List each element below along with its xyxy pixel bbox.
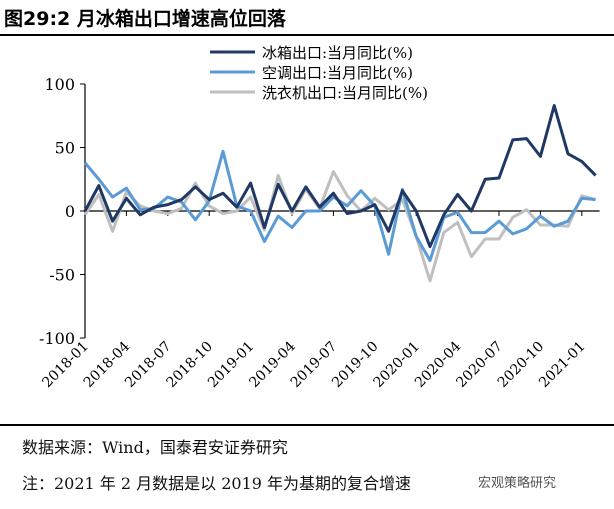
y-tick-label: 0 [65, 202, 75, 221]
line-chart: 100500-50-1002018-012018-042018-072018-1… [39, 44, 600, 391]
legend-label: 空调出口:当月同比(%) [262, 64, 413, 82]
series-line [83, 170, 596, 283]
legend-label: 洗衣机出口:当月同比(%) [262, 84, 428, 102]
chart-title: 图29:2 月冰箱出口增速高位回落 [4, 8, 286, 30]
note-text: 注：2021 年 2 月数据是以 2019 年为基期的复合增速 [22, 474, 412, 493]
source-text: 数据来源：Wind，国泰君安证券研究 [22, 438, 288, 457]
watermark: 宏观策略研究 [478, 476, 557, 491]
x-tick-label: 2021-01 [536, 339, 588, 391]
series-line [83, 104, 597, 249]
legend-label: 冰箱出口:当月同比(%) [262, 44, 413, 62]
y-tick-label: -100 [39, 329, 75, 348]
title-rule [0, 34, 614, 36]
y-tick-label: 100 [44, 75, 75, 94]
y-tick-label: -50 [49, 266, 75, 285]
y-tick-label: 50 [55, 139, 75, 158]
footer-rule [0, 424, 614, 426]
